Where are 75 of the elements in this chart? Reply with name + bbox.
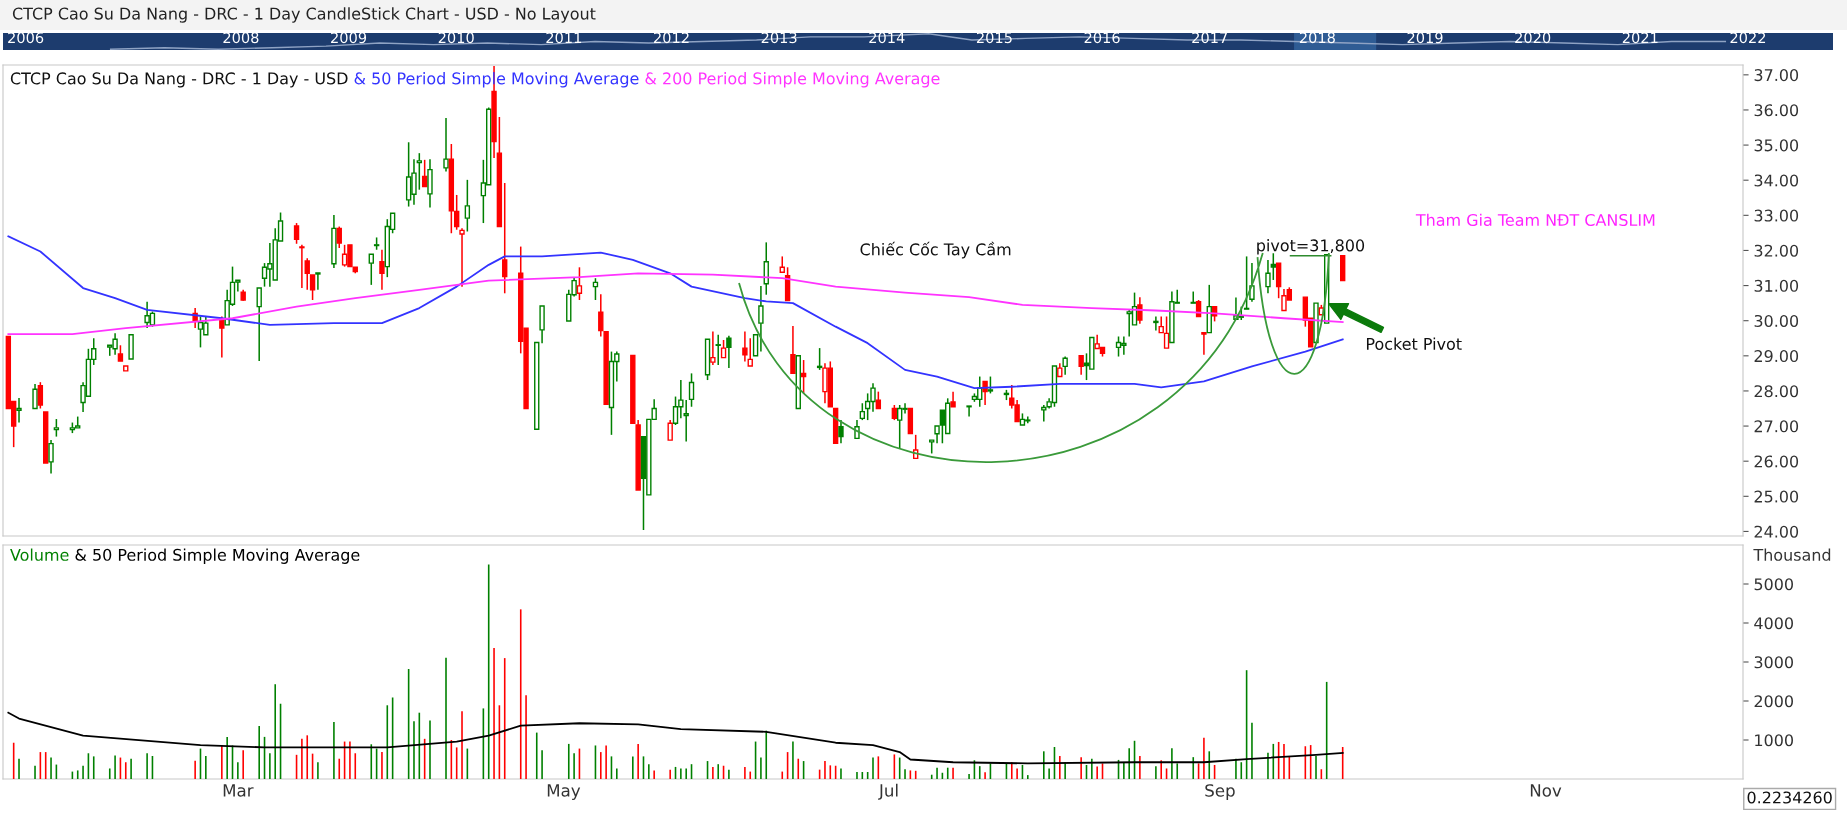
candlestick <box>726 335 732 369</box>
candlestick <box>779 255 785 273</box>
text: Volume <box>10 548 69 561</box>
candlestick <box>534 341 540 430</box>
candlestick <box>256 287 262 362</box>
y-tick-label: 34.00 <box>1754 174 1799 187</box>
x-tick-label: Mar <box>223 784 254 797</box>
chart-title: CTCP Cao Su Da Nang - DRC - 1 Day - USD <box>10 72 348 88</box>
candlestick <box>758 285 764 353</box>
candlestick <box>1243 255 1250 310</box>
candlestick <box>907 407 914 435</box>
x-tick-label: Sep <box>1205 784 1235 800</box>
x-tick-label: May <box>547 784 581 800</box>
candlestick <box>1153 315 1159 332</box>
y-tick-label: 2000 <box>1754 695 1793 708</box>
candlestick <box>966 405 972 418</box>
y-tick-label: 27.00 <box>1754 420 1799 433</box>
y-tick-label: 31.00 <box>1754 279 1799 292</box>
candlestick <box>315 272 321 291</box>
x-tick-label: Jul <box>878 783 898 800</box>
x-tick-label: Nov <box>1530 784 1562 797</box>
y-axis-title: Thousand <box>1753 548 1831 561</box>
candlestick <box>763 241 769 296</box>
y-tick-label: 33.00 <box>1754 209 1799 222</box>
y-tick-label: 24.00 <box>1754 525 1799 538</box>
annotation: Chiếc Cốc Tay Cầm <box>860 241 1011 259</box>
text: & 50 Period Simple Moving Average <box>75 548 360 564</box>
candlestick <box>16 397 22 424</box>
chart-title: CTCP Cao Su Da Nang - DRC - 1 Day CandleStick Chart - USD - No Layout <box>12 7 596 23</box>
candlestick <box>1249 262 1255 303</box>
y-tick-label: 37.00 <box>1754 69 1799 82</box>
y-tick-label: 35.00 <box>1754 139 1799 152</box>
candlestick <box>427 158 433 209</box>
line-series <box>7 711 1344 765</box>
candlestick <box>790 325 796 375</box>
y-tick-label: 32.00 <box>1754 244 1799 257</box>
candlestick <box>379 248 385 291</box>
candlestick <box>368 253 374 286</box>
y-tick-label: 36.00 <box>1754 104 1799 117</box>
candlestick <box>1190 290 1196 304</box>
candlestick <box>1339 255 1346 282</box>
candlestick <box>304 257 310 291</box>
candlestick <box>1201 331 1207 356</box>
y-tick-label: 26.00 <box>1754 455 1799 468</box>
candlestick <box>742 330 748 363</box>
annotation: Tham Gia Team NĐT CANSLIM <box>1415 213 1655 227</box>
candlestick <box>1078 355 1084 376</box>
y-tick-label: 1000 <box>1755 734 1793 747</box>
candlestick <box>32 383 38 410</box>
y-tick-label: 28.00 <box>1754 385 1799 398</box>
candlestick <box>795 355 801 410</box>
candlestick <box>48 439 54 475</box>
text: & 200 Period Simple Moving Average <box>645 72 940 88</box>
y-tick-label: 5000 <box>1754 578 1793 591</box>
y-tick-label: 4000 <box>1754 617 1793 630</box>
y-tick-label: 29.00 <box>1754 350 1799 363</box>
y-tick-label: 30.00 <box>1754 314 1799 327</box>
candlestick <box>1137 296 1143 325</box>
candlestick <box>128 334 134 360</box>
annotation: Pocket Pivot <box>1366 337 1462 350</box>
candlestick <box>1265 259 1271 295</box>
candlestick <box>950 390 956 408</box>
candlestick <box>603 330 609 405</box>
text: 0.2234260 <box>1747 791 1832 804</box>
candlestick <box>123 365 129 372</box>
candlestick <box>459 227 465 288</box>
y-tick-label: 25.00 <box>1754 490 1799 503</box>
candlestick <box>43 411 49 464</box>
candlestick <box>752 334 759 357</box>
annotation: pivot=31,800 <box>1257 239 1365 255</box>
candlestick <box>539 305 545 344</box>
candlestick <box>331 214 337 269</box>
candlestick <box>496 116 503 228</box>
y-tick-label: 3000 <box>1754 656 1793 669</box>
line-series <box>7 272 1344 335</box>
